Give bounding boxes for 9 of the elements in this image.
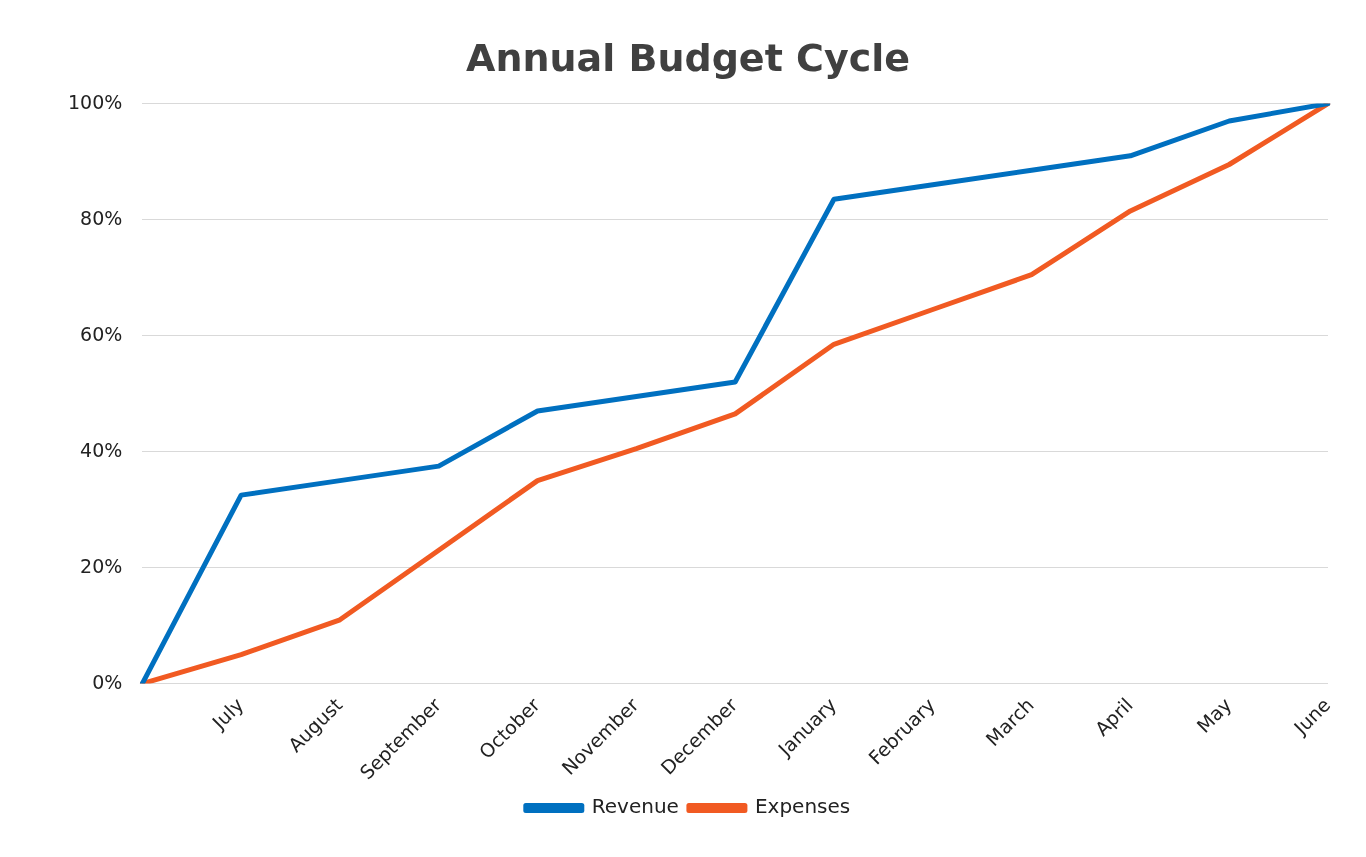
y-tick-label: 40% xyxy=(80,438,123,461)
y-tick-label: 60% xyxy=(80,322,123,345)
legend-label: Expenses xyxy=(754,794,851,819)
y-tick-label: 100% xyxy=(67,90,123,113)
y-tick-label: 80% xyxy=(80,206,123,229)
y-tick-label: 0% xyxy=(92,670,123,693)
legend-label: Revenue xyxy=(591,794,679,819)
y-tick-label: 20% xyxy=(80,554,123,577)
chart-title: Annual Budget Cycle xyxy=(465,35,911,80)
